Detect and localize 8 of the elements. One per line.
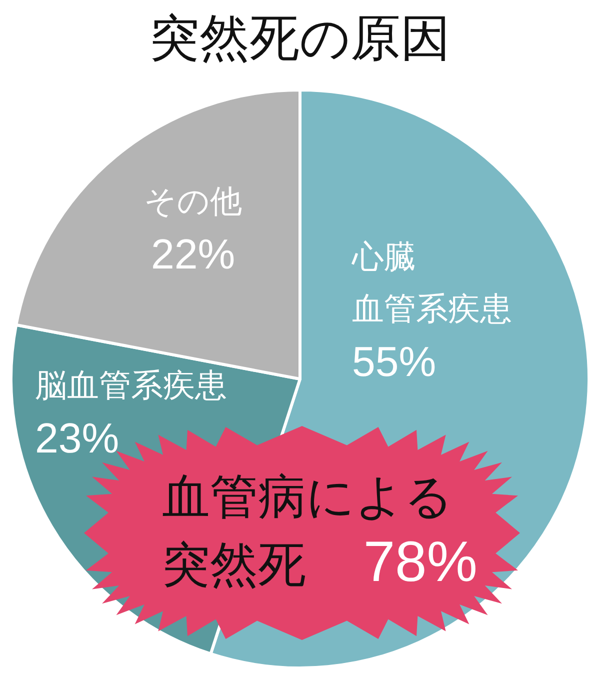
slice-label: その他 <box>144 182 242 219</box>
data-label: 23% <box>34 414 120 462</box>
data-label: 22% <box>151 230 236 278</box>
chart-title: 突然死の原因 <box>150 10 450 66</box>
data-label: 55% <box>352 338 436 386</box>
text: 血管病による突然死 78% <box>162 470 478 596</box>
slice-label: 脳血管系疾患 <box>34 366 227 403</box>
slice-label: 心臓血管系疾患 <box>351 238 512 327</box>
